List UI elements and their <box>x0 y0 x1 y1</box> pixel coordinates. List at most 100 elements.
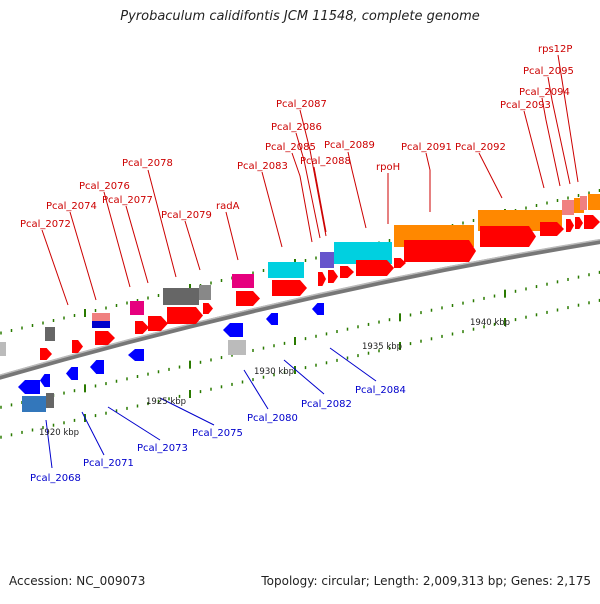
label-leader-line <box>103 191 131 288</box>
accession-text: Accession: NC_009073 <box>9 574 146 588</box>
gene-label-pcal-2072[interactable]: Pcal_2072 <box>20 219 71 230</box>
label-leader-line <box>478 152 503 199</box>
label-leader-line <box>81 411 105 456</box>
forward-gene <box>272 280 307 296</box>
forward-gene <box>394 258 406 268</box>
gene-label-pcal-2094[interactable]: Pcal_2094 <box>519 87 570 98</box>
gene-label-pcal-2093[interactable]: Pcal_2093 <box>500 100 551 111</box>
label-leader-line <box>69 211 97 301</box>
feature-block <box>0 342 6 356</box>
feature-block <box>22 396 46 412</box>
reverse-gene <box>266 313 278 325</box>
gene-label-pcal-2073[interactable]: Pcal_2073 <box>137 443 188 454</box>
gene-label-pcal-2080[interactable]: Pcal_2080 <box>247 413 298 424</box>
gene-label-pcal-2071[interactable]: Pcal_2071 <box>83 458 134 469</box>
label-leader-line <box>299 109 327 237</box>
feature-block <box>580 196 587 210</box>
label-leader-line <box>261 171 283 248</box>
gene-label-pcal-2091[interactable]: Pcal_2091 <box>401 142 452 153</box>
forward-gene <box>148 316 168 331</box>
feature-block <box>199 285 211 300</box>
reverse-gene <box>66 367 78 380</box>
feature-block <box>232 274 254 288</box>
forward-gene <box>404 240 476 262</box>
gene-label-pcal-2086[interactable]: Pcal_2086 <box>271 122 322 133</box>
forward-gene <box>356 260 394 276</box>
forward-gene <box>540 222 564 236</box>
label-leader-line <box>147 169 177 278</box>
label-leader-line <box>541 97 561 187</box>
gene-label-pcal-2075[interactable]: Pcal_2075 <box>192 428 243 439</box>
label-leader-line <box>125 205 149 284</box>
forward-gene <box>167 307 203 324</box>
forward-gene <box>95 331 115 345</box>
gene-label-pcal-2068[interactable]: Pcal_2068 <box>30 473 81 484</box>
forward-gene <box>575 217 583 229</box>
gene-label-rpoh[interactable]: rpoH <box>376 162 400 173</box>
reverse-gene <box>128 349 144 361</box>
label-leader-line <box>523 110 545 189</box>
gene-label-pcal-2078[interactable]: Pcal_2078 <box>122 158 173 169</box>
feature-block <box>130 301 144 315</box>
scale-label-1920: 1920 kbp <box>39 428 79 438</box>
gene-label-pcal-2092[interactable]: Pcal_2092 <box>455 142 506 153</box>
gene-label-pcal-2089[interactable]: Pcal_2089 <box>324 140 375 151</box>
feature-block <box>588 194 600 210</box>
feature-block <box>46 393 54 408</box>
feature-block <box>163 288 199 305</box>
forward-gene <box>584 215 600 229</box>
forward-gene <box>40 348 52 360</box>
gene-label-pcal-2085[interactable]: Pcal_2085 <box>265 142 316 153</box>
feature-block <box>228 340 246 355</box>
reverse-gene <box>223 323 243 337</box>
feature-block <box>574 198 584 213</box>
label-leader-line <box>347 151 367 229</box>
feature-block <box>562 200 574 215</box>
label-leader-line <box>557 54 579 183</box>
gene-label-pcal-2082[interactable]: Pcal_2082 <box>301 399 352 410</box>
label-leader-line <box>547 76 571 185</box>
forward-gene <box>340 266 354 278</box>
label-leader-line <box>41 229 69 306</box>
feature-block <box>334 242 392 264</box>
forward-gene <box>236 291 260 306</box>
forward-gene <box>203 303 213 314</box>
feature-block <box>92 321 110 328</box>
forward-gene <box>328 270 338 283</box>
scale-label-1940: 1940 kbp <box>470 318 510 328</box>
gene-label-pcal-2084[interactable]: Pcal_2084 <box>355 385 406 396</box>
feature-block <box>268 262 304 278</box>
gene-label-pcal-2074[interactable]: Pcal_2074 <box>46 201 97 212</box>
gene-label-pcal-2087[interactable]: Pcal_2087 <box>276 99 327 110</box>
scale-label-1925: 1925 kbp <box>146 397 186 407</box>
map-title: Pyrobaculum calidifontis JCM 11548, comp… <box>120 9 480 24</box>
scale-label-1930: 1930 kbp <box>254 367 294 377</box>
forward-gene <box>480 226 536 247</box>
gene-label-pcal-2077[interactable]: Pcal_2077 <box>102 195 153 206</box>
gene-label-pcal-2083[interactable]: Pcal_2083 <box>237 161 288 172</box>
label-leader-line <box>107 406 161 441</box>
genome-backbone-highlight <box>0 238 600 376</box>
gene-label-rada[interactable]: radA <box>216 201 240 212</box>
reverse-gene <box>312 303 324 315</box>
label-leader-line <box>243 369 269 410</box>
label-leader-line <box>329 347 377 382</box>
gene-label-pcal-2095[interactable]: Pcal_2095 <box>523 66 574 77</box>
feature-block <box>92 313 110 321</box>
label-leader-line <box>184 220 201 271</box>
scale-label-1935: 1935 kbp <box>362 342 402 352</box>
label-leader-line <box>159 397 215 426</box>
gene-label-rps12p[interactable]: rps12P <box>538 44 572 55</box>
forward-gene <box>566 219 574 232</box>
feature-block <box>45 327 55 341</box>
reverse-gene <box>90 360 104 374</box>
gene-label-pcal-2079[interactable]: Pcal_2079 <box>161 210 212 221</box>
gene-label-pcal-2076[interactable]: Pcal_2076 <box>79 181 130 192</box>
forward-gene <box>135 321 149 334</box>
gene-label-pcal-2088[interactable]: Pcal_2088 <box>300 156 351 167</box>
reverse-gene <box>40 374 50 387</box>
forward-gene <box>72 340 83 353</box>
reverse-gene <box>18 380 40 394</box>
